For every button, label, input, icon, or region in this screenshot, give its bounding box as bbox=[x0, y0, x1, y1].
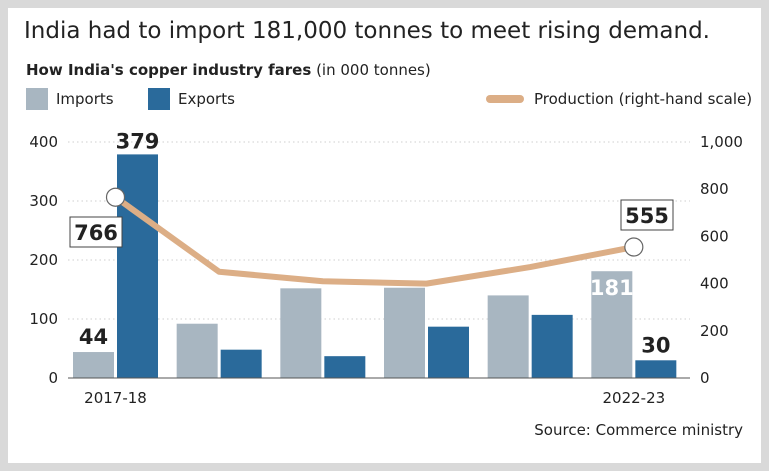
imports-bar bbox=[176, 323, 218, 378]
chart-subtitle: How India's copper industry fares (in 00… bbox=[26, 61, 431, 79]
exports-value-label: 30 bbox=[641, 333, 670, 357]
exports-bar bbox=[531, 314, 573, 378]
production-value-label-box bbox=[620, 199, 674, 231]
imports-bar bbox=[384, 287, 425, 378]
right-tick-label: 1,000 bbox=[700, 133, 743, 151]
imports-swatch bbox=[26, 88, 48, 110]
category-label: 2017-18 bbox=[84, 389, 147, 407]
left-tick-label: 400 bbox=[29, 133, 58, 151]
exports-bar bbox=[635, 360, 677, 378]
legend-imports: Imports bbox=[26, 88, 114, 110]
exports-value-label: 379 bbox=[116, 129, 160, 153]
imports-bar bbox=[73, 352, 114, 378]
imports-bar bbox=[280, 288, 322, 378]
production-value-label-box bbox=[69, 216, 123, 248]
production-value-label: 555 bbox=[625, 204, 669, 228]
imports-value-label: 44 bbox=[79, 325, 108, 349]
left-tick-label: 300 bbox=[29, 192, 58, 210]
legend-exports-label: Exports bbox=[178, 90, 235, 108]
right-tick-label: 800 bbox=[700, 180, 729, 198]
source-note: Source: Commerce ministry bbox=[534, 421, 743, 439]
subtitle-unit: (in 000 tonnes) bbox=[311, 61, 431, 79]
left-tick-label: 100 bbox=[29, 310, 58, 328]
exports-bar bbox=[117, 154, 158, 378]
production-value-label: 766 bbox=[74, 221, 118, 245]
right-tick-label: 200 bbox=[700, 322, 729, 340]
category-label: 2022-23 bbox=[602, 389, 665, 407]
imports-bar bbox=[487, 295, 529, 378]
production-line bbox=[112, 194, 637, 287]
subtitle-bold: How India's copper industry fares bbox=[26, 61, 312, 79]
right-tick-label: 400 bbox=[700, 275, 729, 293]
legend-production-label: Production (right-hand scale) bbox=[534, 90, 753, 108]
left-tick-label: 200 bbox=[29, 251, 58, 269]
exports-bar bbox=[428, 326, 469, 378]
right-tick-label: 0 bbox=[700, 369, 710, 387]
left-tick-label: 0 bbox=[48, 369, 58, 387]
legend-exports: Exports bbox=[148, 88, 235, 110]
production-point bbox=[624, 237, 644, 257]
legend-production: Production (right-hand scale) bbox=[486, 88, 752, 110]
exports-bar bbox=[324, 356, 366, 378]
exports-bar bbox=[220, 349, 262, 378]
legend-imports-label: Imports bbox=[56, 90, 114, 108]
production-swatch bbox=[486, 95, 524, 103]
imports-bar bbox=[591, 271, 633, 378]
imports-value-label: 181 bbox=[590, 276, 634, 300]
chart-title: India had to import 181,000 tonnes to me… bbox=[24, 18, 710, 44]
right-tick-label: 600 bbox=[700, 227, 729, 245]
production-point bbox=[105, 187, 126, 207]
exports-swatch bbox=[148, 88, 170, 110]
